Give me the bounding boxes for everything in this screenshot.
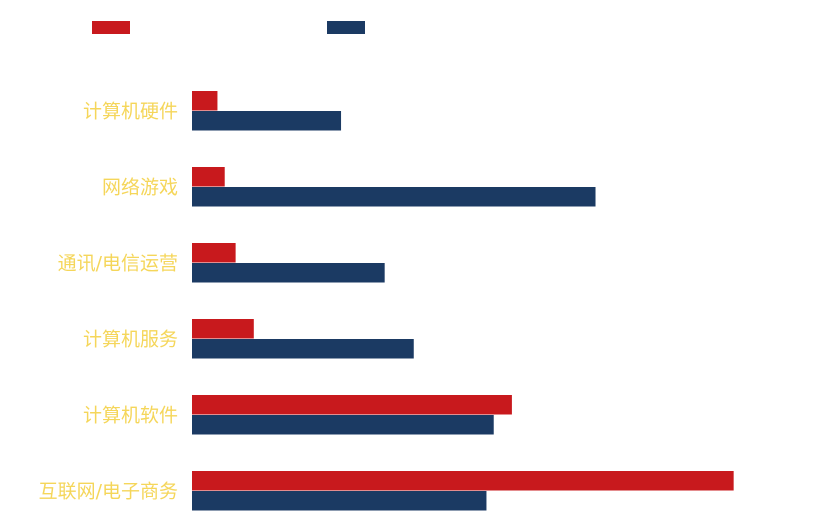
category-label: 网络游戏 — [102, 177, 178, 199]
category-label: 计算机软件 — [83, 405, 178, 427]
legend-swatch-2 — [327, 21, 365, 34]
bar-2-1 — [192, 111, 342, 131]
bar-1-6 — [192, 471, 734, 491]
bar-2-5 — [192, 415, 494, 435]
bar-2-3 — [192, 263, 385, 283]
bars — [192, 91, 734, 511]
legend-swatch-1 — [92, 21, 130, 34]
bar-2-6 — [192, 491, 487, 511]
bar-1-1 — [192, 91, 218, 111]
bar-2-4 — [192, 339, 414, 359]
bar-1-5 — [192, 395, 512, 415]
legend — [92, 21, 365, 34]
legend-item-2 — [327, 21, 365, 34]
bar-1-4 — [192, 319, 254, 339]
category-label: 计算机硬件 — [83, 101, 178, 123]
bar-1-3 — [192, 243, 236, 263]
category-label: 通讯/电信运营 — [58, 253, 178, 275]
bar-1-2 — [192, 167, 225, 187]
bar-2-2 — [192, 187, 596, 207]
legend-item-1 — [92, 21, 130, 34]
category-label: 互联网/电子商务 — [39, 481, 178, 503]
category-label: 计算机服务 — [83, 329, 178, 351]
